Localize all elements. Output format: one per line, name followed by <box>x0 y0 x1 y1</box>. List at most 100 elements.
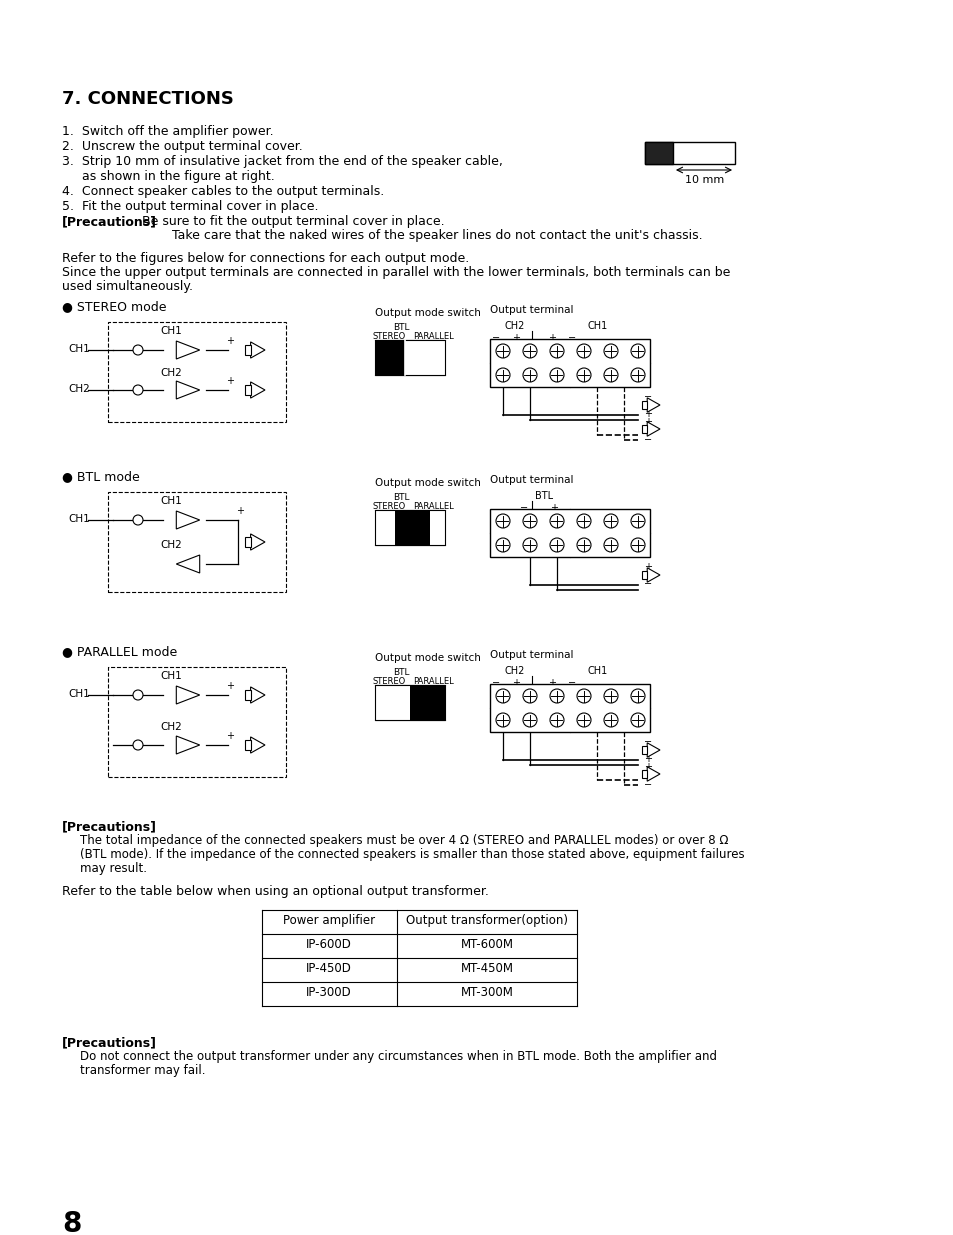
Bar <box>375 510 444 545</box>
Text: CH1: CH1 <box>68 689 90 699</box>
Text: CH2: CH2 <box>160 540 182 550</box>
Text: CH1: CH1 <box>68 345 90 354</box>
Text: CH2: CH2 <box>160 722 182 732</box>
Polygon shape <box>176 685 199 704</box>
Circle shape <box>577 713 590 727</box>
Text: +: + <box>226 375 233 387</box>
Text: 4.  Connect speaker cables to the output terminals.: 4. Connect speaker cables to the output … <box>62 185 384 198</box>
Text: [Precautions]: [Precautions] <box>62 1036 157 1049</box>
Text: PARALLEL: PARALLEL <box>413 332 454 341</box>
Text: CH1: CH1 <box>160 671 182 680</box>
Bar <box>644 142 672 164</box>
Text: ● STEREO mode: ● STEREO mode <box>62 300 167 312</box>
Text: −: − <box>492 333 499 343</box>
Circle shape <box>522 514 537 529</box>
Text: Output mode switch: Output mode switch <box>375 308 480 317</box>
Bar <box>108 322 286 422</box>
Circle shape <box>630 713 644 727</box>
Circle shape <box>603 368 618 382</box>
Polygon shape <box>641 400 646 410</box>
Text: Be sure to fit the output terminal cover in place.: Be sure to fit the output terminal cover… <box>138 215 444 228</box>
Text: −: − <box>643 737 652 747</box>
Text: ● PARALLEL mode: ● PARALLEL mode <box>62 645 177 658</box>
Polygon shape <box>176 382 199 399</box>
Circle shape <box>577 368 590 382</box>
Text: −: − <box>643 391 652 403</box>
Bar <box>644 142 734 164</box>
Circle shape <box>132 740 143 750</box>
Text: +: + <box>226 680 233 692</box>
Circle shape <box>603 345 618 358</box>
Text: +: + <box>643 409 651 419</box>
Text: CH1: CH1 <box>160 326 182 336</box>
Text: CH1: CH1 <box>68 514 90 524</box>
Text: −: − <box>643 579 652 589</box>
Text: +: + <box>235 506 244 516</box>
Text: Output mode switch: Output mode switch <box>375 478 480 488</box>
Polygon shape <box>646 398 659 412</box>
Circle shape <box>496 368 510 382</box>
Text: CH2: CH2 <box>504 321 525 331</box>
Circle shape <box>630 689 644 703</box>
Polygon shape <box>176 736 199 755</box>
Circle shape <box>522 345 537 358</box>
Text: IP-450D: IP-450D <box>306 962 352 974</box>
Text: Refer to the table below when using an optional output transformer.: Refer to the table below when using an o… <box>62 885 488 898</box>
Circle shape <box>496 538 510 552</box>
Text: Output terminal: Output terminal <box>490 305 573 315</box>
Text: −: − <box>643 781 652 790</box>
Bar <box>375 340 444 375</box>
Circle shape <box>577 514 590 529</box>
Text: Output terminal: Output terminal <box>490 650 573 659</box>
Text: −: − <box>567 333 576 343</box>
Circle shape <box>522 713 537 727</box>
Text: +: + <box>226 731 233 741</box>
Polygon shape <box>245 345 251 354</box>
Text: 5.  Fit the output terminal cover in place.: 5. Fit the output terminal cover in plac… <box>62 200 318 212</box>
Text: +: + <box>643 755 651 764</box>
Text: −: − <box>567 678 576 688</box>
Bar <box>410 685 444 720</box>
Polygon shape <box>176 555 199 573</box>
Text: +: + <box>547 333 556 343</box>
Text: STEREO: STEREO <box>373 501 406 511</box>
Polygon shape <box>251 534 265 550</box>
Text: CH2: CH2 <box>68 384 90 394</box>
Circle shape <box>132 690 143 700</box>
Polygon shape <box>646 422 659 436</box>
Text: 10 mm: 10 mm <box>684 175 723 185</box>
Text: PARALLEL: PARALLEL <box>413 677 454 685</box>
Polygon shape <box>176 341 199 359</box>
Polygon shape <box>641 746 646 755</box>
Text: 2.  Unscrew the output terminal cover.: 2. Unscrew the output terminal cover. <box>62 140 302 153</box>
Text: STEREO: STEREO <box>373 332 406 341</box>
Polygon shape <box>641 571 646 579</box>
Text: Output transformer(option): Output transformer(option) <box>406 914 567 927</box>
Bar <box>108 667 286 777</box>
Text: Take care that the naked wires of the speaker lines do not contact the unit's ch: Take care that the naked wires of the sp… <box>172 228 702 242</box>
Circle shape <box>496 689 510 703</box>
Text: +: + <box>643 562 651 572</box>
Circle shape <box>550 368 563 382</box>
Polygon shape <box>251 737 265 753</box>
Circle shape <box>522 538 537 552</box>
Bar <box>490 684 649 732</box>
Bar <box>395 510 430 545</box>
Text: (BTL mode). If the impedance of the connected speakers is smaller than those sta: (BTL mode). If the impedance of the conn… <box>80 848 744 861</box>
Polygon shape <box>641 769 646 778</box>
Text: as shown in the figure at right.: as shown in the figure at right. <box>62 170 274 183</box>
Text: MT-300M: MT-300M <box>460 986 513 999</box>
Text: PARALLEL: PARALLEL <box>413 501 454 511</box>
Circle shape <box>132 385 143 395</box>
Text: STEREO: STEREO <box>373 677 406 685</box>
Circle shape <box>603 514 618 529</box>
Text: BTL: BTL <box>393 493 409 501</box>
Circle shape <box>496 713 510 727</box>
Text: +: + <box>550 503 558 513</box>
Bar <box>375 340 405 375</box>
Text: may result.: may result. <box>80 862 147 876</box>
Circle shape <box>603 689 618 703</box>
Circle shape <box>550 514 563 529</box>
Text: Output mode switch: Output mode switch <box>375 653 480 663</box>
Circle shape <box>550 538 563 552</box>
